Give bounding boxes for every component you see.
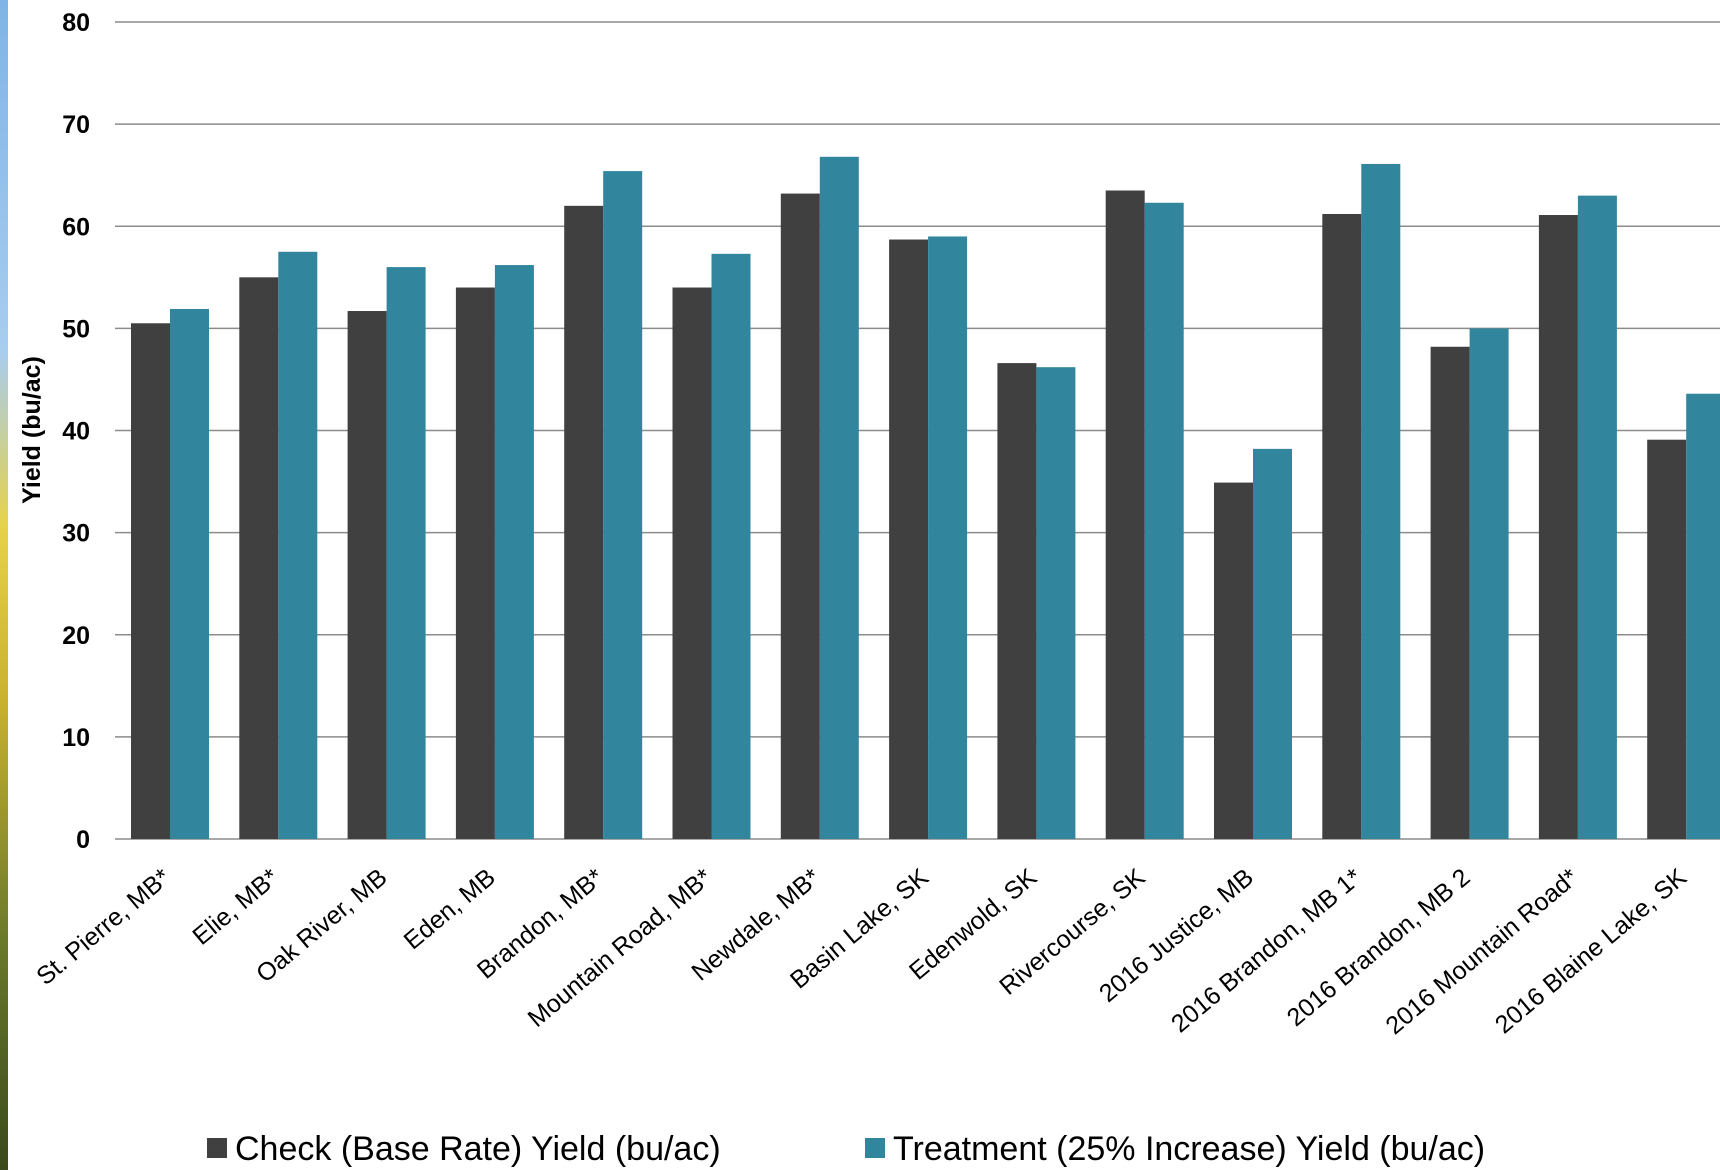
legend-swatch-1 (207, 1138, 227, 1158)
background-photo-strip (0, 0, 8, 1170)
bar-s2-4 (494, 265, 534, 839)
bar-s1-8 (889, 239, 929, 839)
bar-s2-13 (1469, 328, 1509, 839)
y-tick-label-60: 60 (62, 213, 90, 241)
bar-s1-3 (347, 311, 387, 839)
x-tick-label-4: Eden, MB (399, 863, 501, 955)
bar-s1-12 (1322, 213, 1362, 839)
bar-s1-5 (564, 205, 604, 839)
bar-s2-3 (386, 267, 426, 840)
x-tick-label-6: Mountain Road, MB* (523, 863, 718, 1033)
bar-s2-1 (170, 308, 209, 839)
x-tick-label-13: 2016 Brandon, MB 2 (1282, 863, 1476, 1032)
bar-s1-10 (1105, 190, 1145, 840)
bar-s2-10 (1144, 202, 1184, 840)
y-tick-label-10: 10 (62, 724, 90, 752)
bar-s1-11 (1214, 482, 1253, 839)
bar-s1-13 (1430, 346, 1470, 839)
bar-s1-1 (131, 323, 170, 839)
bar-s1-2 (239, 277, 279, 839)
bar-s2-5 (603, 171, 643, 840)
x-tick-label-15: 2016 Blaine Lake, SK (1490, 863, 1692, 1039)
bar-s2-14 (1577, 195, 1617, 840)
bar-s1-14 (1538, 215, 1578, 840)
legend-label-2: Treatment (25% Increase) Yield (bu/ac) (893, 1130, 1485, 1168)
bar-s2-11 (1253, 448, 1292, 839)
bar-s1-9 (997, 363, 1037, 839)
x-tick-label-12: 2016 Brandon, MB 1* (1166, 863, 1367, 1038)
y-tick-label-50: 50 (62, 315, 90, 343)
y-tick-label-80: 80 (62, 9, 90, 37)
bar-s2-12 (1361, 163, 1401, 840)
legend-swatch-2 (865, 1138, 885, 1158)
y-axis-label: Yield (bu/ac) (18, 356, 46, 504)
bar-s2-7 (819, 156, 859, 839)
y-tick-label-40: 40 (62, 418, 90, 446)
y-tick-label-0: 0 (76, 826, 90, 854)
x-tick-label-14: 2016 Mountain Road* (1380, 863, 1583, 1040)
bar-s2-2 (278, 251, 318, 839)
y-tick-label-70: 70 (62, 111, 90, 139)
bar-s1-4 (455, 287, 495, 839)
legend-label-1: Check (Base Rate) Yield (bu/ac) (235, 1130, 721, 1168)
bar-s2-8 (928, 236, 968, 839)
x-tick-label-1: St. Pierre, MB* (31, 863, 176, 991)
bar-s2-9 (1036, 367, 1076, 839)
bar-s1-15 (1647, 439, 1687, 839)
x-tick-label-2: Elie, MB* (187, 863, 284, 951)
bar-s1-7 (780, 193, 820, 839)
bar-s1-6 (672, 287, 712, 839)
bar-s2-15 (1686, 393, 1720, 839)
bar-s2-6 (711, 253, 751, 840)
y-tick-label-30: 30 (62, 520, 90, 548)
y-tick-label-20: 20 (62, 622, 90, 650)
